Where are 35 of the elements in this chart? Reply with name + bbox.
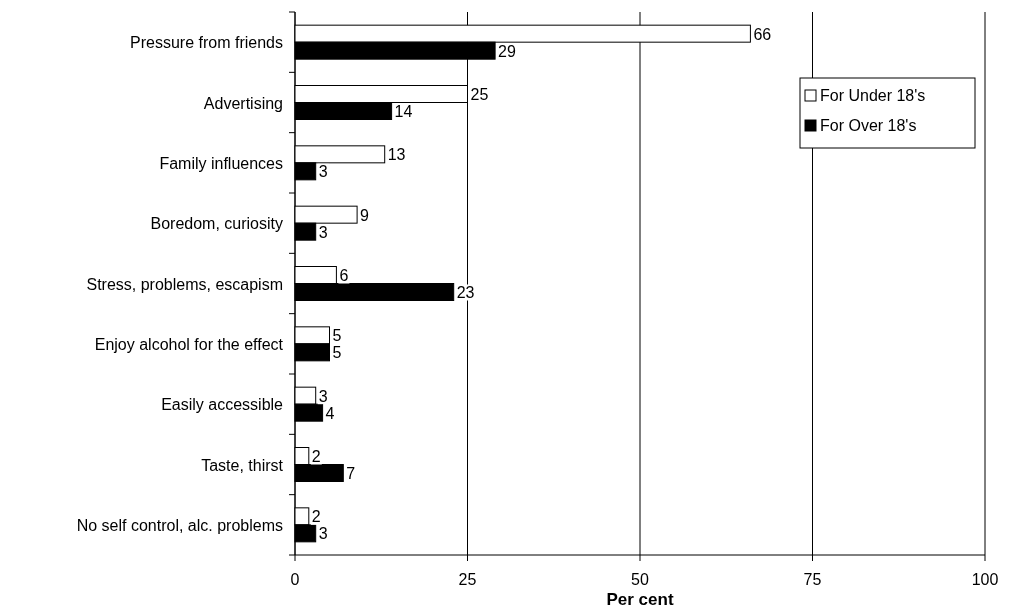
data-label: 7 [346, 465, 356, 482]
y-tick-label: Taste, thirst [201, 456, 284, 474]
data-label: 6 [339, 267, 349, 284]
data-label: 3 [318, 163, 328, 181]
y-tick-label: No self control, alc. problems [76, 516, 283, 534]
y-tick-label: Boredom, curiosity [150, 215, 283, 233]
data-label: 3 [318, 223, 328, 241]
y-tick-label: Stress, problems, escapism [86, 275, 283, 293]
y-tick-label: Family influences [159, 154, 283, 172]
x-tick-label: 50 [631, 571, 649, 588]
y-tick-label: Advertising [203, 94, 283, 112]
y-tick-label: Easily accessible [161, 396, 284, 414]
data-label: 29 [498, 42, 516, 60]
x-axis-title: Per cent [606, 590, 674, 609]
data-label: 2 [311, 448, 321, 465]
data-label: 23 [456, 284, 475, 301]
x-tick-label: 100 [971, 571, 999, 588]
data-label: 14 [394, 103, 413, 120]
x-tick-label: 0 [290, 571, 300, 588]
data-label: 5 [332, 327, 342, 345]
data-label: 4 [325, 404, 335, 422]
y-tick-label: Pressure from friends [130, 34, 283, 52]
data-label: 66 [753, 25, 772, 43]
legend-label: For Over 18's [820, 117, 917, 134]
data-label: 9 [360, 206, 370, 224]
data-label: 3 [318, 387, 328, 405]
data-label: 5 [332, 344, 342, 362]
data-label: 25 [470, 86, 489, 103]
x-tick-label: 25 [458, 571, 477, 588]
x-tick-label: 75 [803, 571, 822, 588]
y-tick-label: Enjoy alcohol for the effect [94, 335, 284, 353]
data-label: 2 [311, 508, 321, 526]
data-label: 13 [387, 146, 406, 164]
data-label: 3 [318, 525, 328, 543]
legend-label: For Under 18's [820, 87, 926, 104]
